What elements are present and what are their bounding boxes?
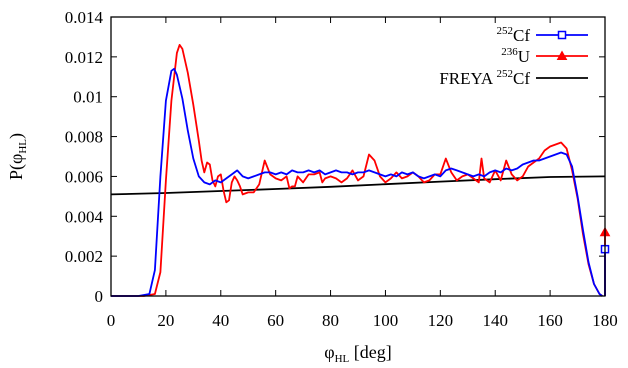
x-tick-label: 60 (267, 311, 284, 330)
x-axis-label: φHL [deg] (324, 342, 392, 365)
x-tick-label: 140 (482, 311, 508, 330)
y-axis-label: P(φHL) (6, 133, 29, 180)
legend-label-freya: FREYA 252Cf (439, 68, 530, 88)
y-tick-label: 0.008 (65, 128, 103, 147)
y-tick-label: 0.012 (65, 48, 103, 67)
x-tick-label: 0 (107, 311, 116, 330)
y-tick-label: 0 (95, 287, 104, 306)
x-tick-label: 40 (212, 311, 229, 330)
x-tick-label: 180 (592, 311, 618, 330)
x-tick-label: 120 (428, 311, 454, 330)
x-tick-label: 160 (537, 311, 563, 330)
series-layer (111, 45, 610, 296)
y-tick-label: 0.004 (65, 207, 104, 226)
legend-label-u236: 236U (501, 46, 530, 66)
x-tick-label: 20 (157, 311, 174, 330)
series-line-cf252 (111, 69, 602, 296)
x-tick-label: 80 (322, 311, 339, 330)
legend: 252Cf 236U FREYA 252Cf (439, 25, 588, 88)
tick-labels-layer: 0 20 40 60 80 100 120 140 160 180 0 0.002 0.004 0.006… (65, 8, 618, 330)
x-tick-label: 100 (373, 311, 399, 330)
legend-label-cf252: 252Cf (497, 25, 531, 45)
legend-marker (559, 32, 566, 39)
y-tick-label: 0.006 (65, 167, 103, 186)
y-tick-label: 0.002 (65, 247, 103, 266)
legend-samples (536, 32, 588, 79)
y-tick-label: 0.01 (73, 88, 103, 107)
y-tick-label: 0.014 (65, 8, 104, 27)
